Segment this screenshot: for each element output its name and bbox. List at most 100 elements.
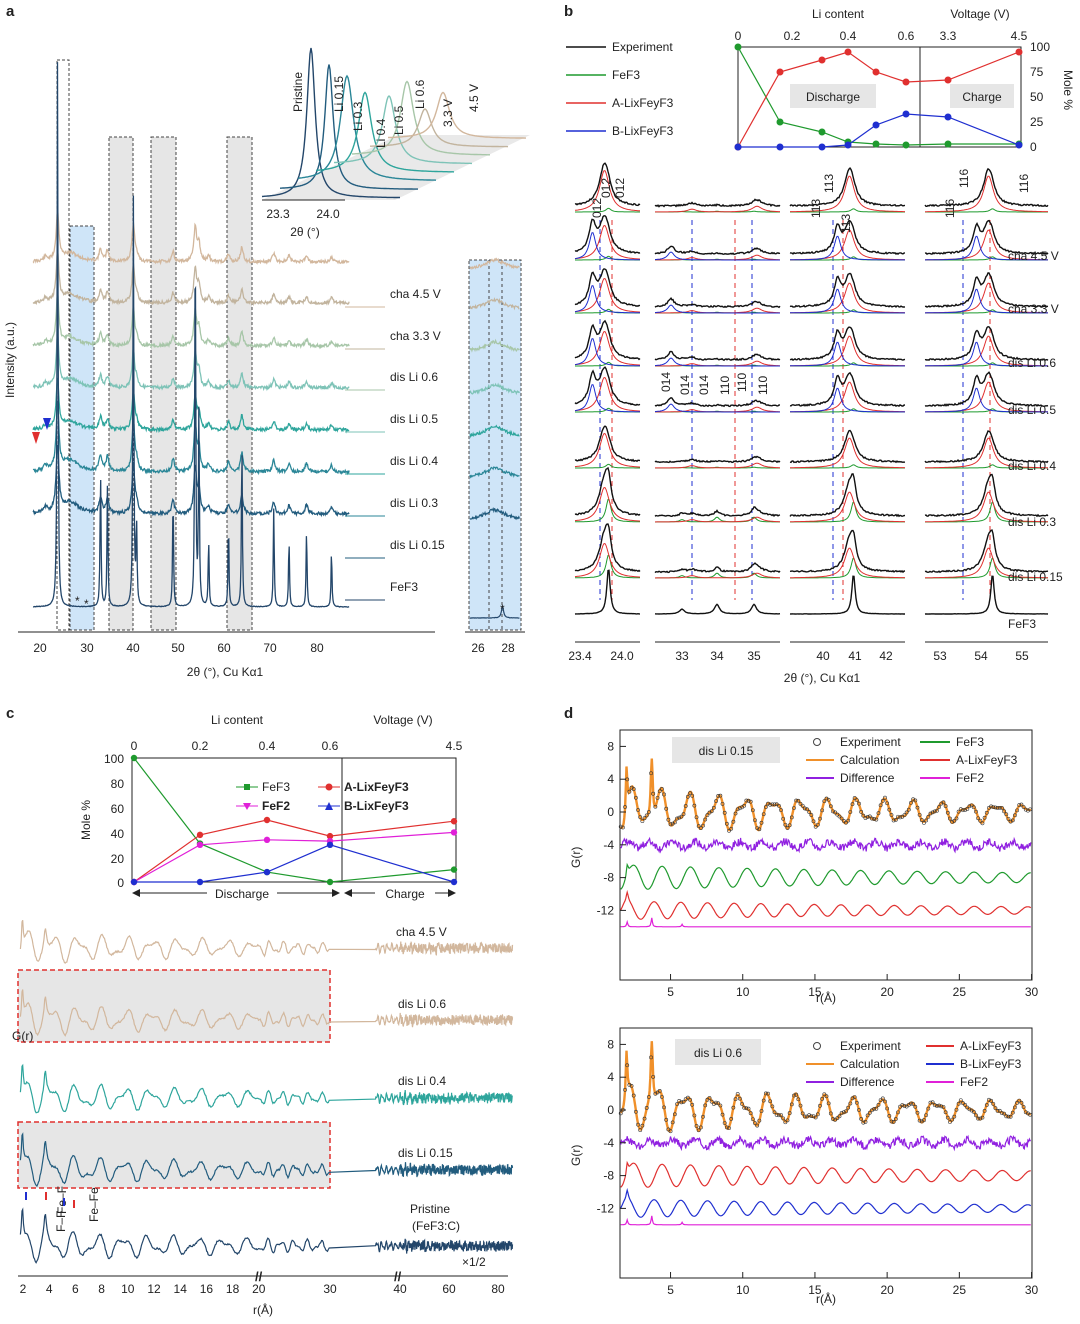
pd-experiment-point [967,804,972,809]
pa-blue-marker [43,418,51,430]
pd-experiment-point [683,804,688,808]
pd-experiment-point [800,1111,805,1116]
pc-inset-ylabel: Mole % [79,800,93,840]
pd-experiment-point [865,1113,870,1118]
pb-trace-b [574,338,640,367]
pb-trace-experiment [924,473,1049,518]
pd-experiment-point [688,791,692,796]
pd-experiment-point [915,805,920,810]
pd-experiment-point [787,823,792,828]
pd-experiment-point [945,810,950,815]
pd-experiment-point [885,801,890,806]
pd-experiment-point [956,809,961,814]
panel-a-label: a [6,3,15,20]
pd-experiment-point [770,802,775,807]
pc-highlight-box [17,1121,331,1189]
pb-inset-point [844,48,852,56]
pc-legend-item: A-LixFeyF3 [344,780,409,794]
pb-inset-tick: 0.6 [898,29,915,43]
pd-experiment-point [828,1111,833,1116]
pd-experiment-point [941,1105,946,1109]
pb-trace-experiment [789,429,906,464]
pd-experiment-point [750,1117,755,1121]
pb-trace-fef3 [790,558,905,579]
pb-xtick: 24.0 [610,649,634,663]
pc-inset-point [130,878,138,886]
pd-experiment-point [935,808,939,813]
pd-experiment-point [822,799,827,804]
pc-inset-point [196,878,204,886]
pb-trace-fef3 [790,208,905,213]
pd-experiment-point [930,1100,935,1105]
pd-experiment-point [928,1100,933,1105]
pd-experiment-point [993,805,998,810]
pa-trace-label: dis Li 0.15 [390,538,445,552]
pc-inset-ytick: 0 [117,876,124,890]
pd-experiment-point [672,820,677,825]
pd-trace-difference [620,1134,1031,1152]
pc-legend-marker [243,803,251,810]
panel-c-label: c [6,705,14,722]
pd-experiment-point [963,808,968,812]
pb-trace-experiment [654,455,781,464]
pc-inset-point [130,754,138,762]
pd-experiment-point [969,803,974,808]
pc-xtick: 30 [323,1282,337,1296]
pd-experiment-point [932,809,937,814]
pd-experiment-point [627,1082,632,1087]
pd-experiment-point [971,1109,976,1114]
pb-trace-b [790,341,905,367]
pd-ylabel: G(r) [569,1145,583,1166]
pd-experiment-point [670,1120,675,1125]
pc-xtick: 18 [226,1282,240,1296]
pd-legend-item: Difference [840,1075,895,1089]
pb-trace-b [655,357,780,367]
pc-xtick: 16 [200,1282,214,1296]
pb-xtick: 42 [879,649,893,663]
pb-trace-a [574,543,640,578]
pd-xlabel: r(Å) [816,1291,836,1306]
pb-trace-experiment [789,219,906,256]
pb-trace-a [790,491,906,523]
pd-experiment-point [696,1128,701,1133]
pb-trace-label: cha 4.5 V [1008,249,1059,263]
pb-trace-b [655,304,780,314]
pd-experiment-point [692,803,697,808]
pd-experiment-point [640,1123,645,1128]
pd-experiment-point [1017,803,1022,807]
pd-experiment-point [872,817,877,821]
pa-ylabel: Intensity (a.u.) [3,322,17,398]
pd-experiment-point [746,1106,751,1111]
pa-highlight-blue-side [468,259,522,631]
pb-reflection: 014 [697,375,711,395]
pa-side-trace [469,507,520,521]
pc-trace [19,1063,513,1114]
pd-experiment-point [701,823,705,828]
pa-xlabel: 2θ (°), Cu Kα1 [187,665,264,679]
pb-trace-fef3 [655,516,780,523]
pd-experiment-point [861,1120,866,1125]
pc-arrowhead [132,889,140,897]
pd-experiment-point [657,789,662,794]
pd-experiment-point [727,828,731,833]
pd-experiment-point [846,1105,851,1110]
pd-experiment-point [848,1101,853,1106]
pb-trace-a [574,225,640,260]
pd-experiment-point [774,1112,779,1117]
pb-xtick: 35 [747,649,761,663]
pd-experiment-point [837,814,842,819]
pb-xtick: 34 [710,649,724,663]
pd-experiment-point [714,1100,718,1105]
pc-annotation: Fe–Fe [87,1187,101,1222]
pd-experiment-point [1013,813,1017,818]
pd-experiment-point [768,1099,773,1104]
pc-highlight-box [17,969,331,1043]
pd-experiment-point [711,805,716,810]
pc-inset-ytick: 80 [111,777,125,791]
pd-experiment-point [857,801,861,806]
pd-experiment-point [1021,1105,1026,1109]
pb-trace-a [925,175,1048,213]
pd-experiment-point [893,817,898,822]
pb-trace-a [790,229,906,261]
pb-trace-b [925,235,1048,261]
